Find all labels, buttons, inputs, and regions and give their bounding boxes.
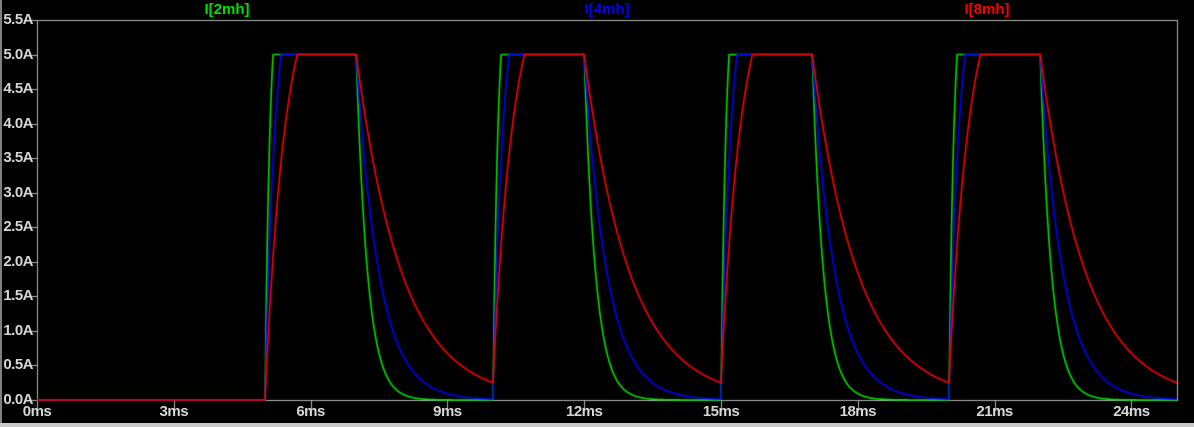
y-axis-tick-label: 0.5A — [0, 357, 33, 373]
y-axis-tick-label: 5.0A — [0, 47, 33, 63]
y-axis-tick-label: 5.5A — [0, 12, 33, 28]
x-axis-tick-label: 12ms — [549, 404, 619, 420]
x-axis-tick-label: 3ms — [139, 404, 209, 420]
y-axis-tick-label: 4.0A — [0, 116, 33, 132]
x-axis-tick-label: 24ms — [1096, 404, 1166, 420]
window-bottom-border — [0, 423, 1194, 427]
x-axis-tick-label: 6ms — [276, 404, 346, 420]
x-axis-tick-label: 15ms — [686, 404, 756, 420]
y-axis-tick-label: 2.5A — [0, 219, 33, 235]
legend-trace-i4mh[interactable]: I[4mh] — [417, 2, 797, 18]
x-axis-tick-label: 0ms — [2, 404, 72, 420]
y-axis-tick-label: 1.0A — [0, 323, 33, 339]
trace-legend: I[2mh] I[4mh] I[8mh] — [37, 2, 1177, 18]
x-axis-tick-label: 9ms — [412, 404, 482, 420]
x-axis-tick-label: 18ms — [823, 404, 893, 420]
waveform-plot-canvas[interactable] — [0, 0, 1194, 427]
y-axis-tick-label: 4.5A — [0, 81, 33, 97]
waveform-viewer-window: I[2mh] I[4mh] I[8mh] 5.5A 5.0A 4.5A 4.0A 3.5… — [0, 0, 1194, 427]
y-axis-tick-label: 3.0A — [0, 185, 33, 201]
y-axis-tick-label: 3.5A — [0, 150, 33, 166]
legend-trace-i2mh[interactable]: I[2mh] — [37, 2, 417, 18]
x-axis-tick-label: 21ms — [960, 404, 1030, 420]
y-axis-tick-label: 1.5A — [0, 288, 33, 304]
y-axis-tick-label: 2.0A — [0, 254, 33, 270]
legend-trace-i8mh[interactable]: I[8mh] — [797, 2, 1177, 18]
window-left-border — [0, 0, 2, 427]
